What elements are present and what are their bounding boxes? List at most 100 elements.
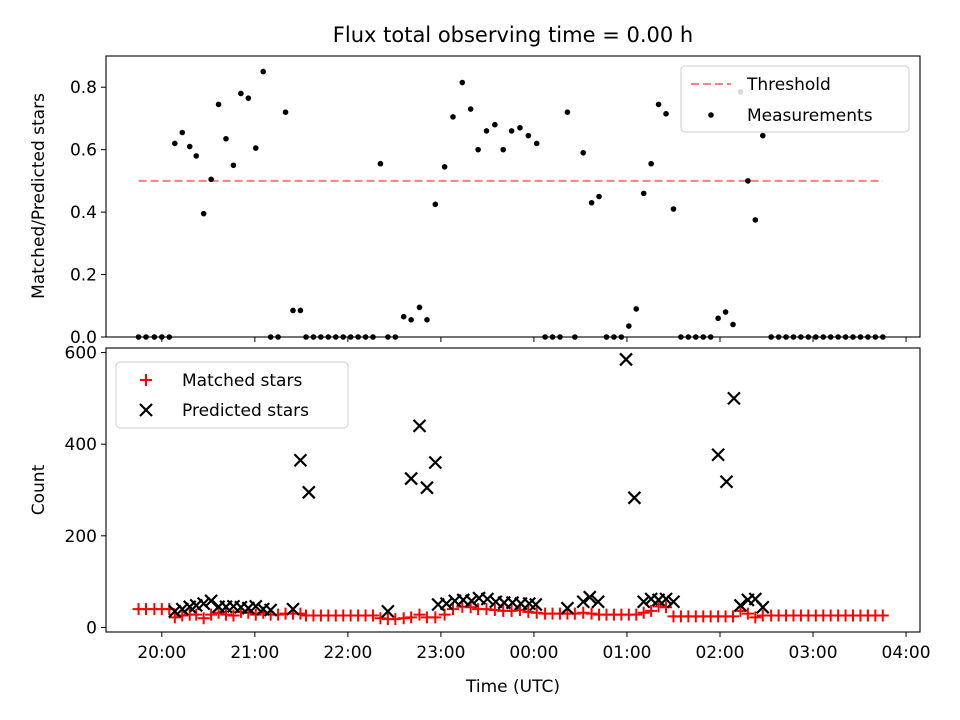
measurement-point (483, 128, 490, 134)
y-tick-label: 0 (86, 618, 97, 638)
x-tick-label: 04:00 (882, 643, 931, 663)
predicted-stars-point (619, 352, 633, 367)
measurement-point (310, 334, 317, 340)
measurement-point (557, 334, 563, 340)
measurement-point (722, 309, 729, 315)
measurement-point (267, 334, 274, 340)
measurement-point (783, 334, 789, 340)
y-axis-label: Matched/Predicted stars (29, 93, 49, 299)
matched-stars-point (249, 608, 262, 621)
legend-predicted-label: Predicted stars (182, 401, 309, 421)
predicted-stars-point (286, 602, 300, 616)
matched-stars-point (645, 604, 658, 617)
matched-stars-point (413, 608, 426, 621)
x-tick-label: 02:00 (695, 643, 744, 663)
measurement-point (693, 334, 699, 340)
measurement-point (260, 68, 267, 75)
y-tick-label: 200 (65, 527, 97, 547)
measurement-point (827, 334, 834, 340)
measurement-point (332, 334, 339, 340)
predicted-stars-point (666, 594, 681, 609)
matched-stars-point (876, 609, 889, 622)
predicted-stars-point (733, 598, 748, 613)
measurement-point (325, 334, 332, 340)
legend-measurements-swatch (708, 112, 714, 118)
predicted-stars-point (711, 447, 725, 462)
predicted-stars-point (293, 453, 308, 468)
measurement-point (865, 334, 871, 340)
measurement-point (252, 145, 259, 151)
predicted-stars-point (582, 590, 597, 604)
matched-stars-point (168, 611, 181, 624)
measurement-point (626, 323, 632, 329)
predicted-stars-point (636, 594, 651, 609)
measurement-point (872, 334, 879, 340)
predicted-stars-point (576, 594, 591, 609)
measurement-point (238, 90, 244, 97)
predicted-stars-point (381, 604, 395, 619)
predicted-stars-point (175, 602, 190, 616)
measurement-point (525, 132, 532, 139)
measurement-point (542, 334, 548, 340)
measurement-point (432, 201, 439, 208)
measurement-point (467, 106, 474, 112)
y-tick-label: 0.6 (70, 141, 97, 161)
matched-stars-point (227, 609, 240, 622)
measurement-point (857, 334, 864, 340)
measurement-point (424, 317, 430, 323)
measurement-point (416, 304, 423, 311)
predicted-stars-point (480, 592, 495, 606)
axes-frame (105, 347, 921, 633)
predicted-stars-point (756, 600, 770, 615)
predicted-stars-point (263, 603, 278, 617)
predicted-stars-point (464, 594, 479, 608)
predicted-stars-point (420, 480, 434, 495)
x-tick-label: 21:00 (230, 643, 279, 663)
measurement-point (572, 334, 578, 340)
x-tick-label: 00:00 (509, 643, 558, 663)
predicted-stars-point (719, 474, 734, 489)
measurement-point (670, 206, 677, 212)
measurement-point (842, 334, 849, 340)
measurement-point (508, 128, 515, 134)
measurement-point (648, 160, 654, 167)
measurement-point (450, 114, 456, 120)
measurement-point (588, 199, 595, 206)
measurement-point (166, 334, 173, 340)
y-tick-label: 0.2 (70, 266, 97, 286)
measurement-point (370, 334, 376, 340)
measurement-point (775, 334, 782, 340)
legend-measurements-label: Measurements (747, 106, 873, 126)
predicted-stars-point (428, 455, 443, 470)
measurement-point (640, 190, 647, 197)
measurement-point (564, 109, 571, 115)
x-tick-label: 23:00 (416, 643, 465, 663)
measurement-point (303, 334, 309, 340)
measurement-point (549, 334, 556, 340)
predicted-stars-point (727, 391, 741, 406)
predicted-stars-point (248, 599, 263, 614)
x-axis-label: Time (UTC) (465, 677, 560, 697)
predicted-stars-point (196, 596, 211, 611)
matched-stars-point (197, 612, 210, 625)
measurement-point (500, 146, 507, 153)
matched-stars-point (660, 601, 673, 614)
measurement-point (596, 193, 602, 200)
measurement-point (400, 313, 407, 320)
y-tick-label: 0.4 (70, 203, 97, 223)
measurement-point (798, 334, 804, 340)
measurement-point (611, 334, 617, 340)
top-panel: 0.0 0.2 0.4 0.6 0.8 Matched/Predicted stars Th… (29, 55, 921, 348)
measurement-point (633, 306, 640, 312)
measurement-point (377, 160, 384, 167)
measurement-point (223, 135, 229, 142)
measurement-point (459, 79, 466, 86)
measurement-point (215, 101, 222, 108)
matched-stars-point (749, 611, 762, 624)
predicted-stars-point (591, 594, 605, 609)
bottom-panel: 0 200 400 600 20:00 21:00 22:00 23:00 00:00 01:00… (29, 344, 931, 697)
axes-frame (105, 55, 921, 338)
legend-matched-label: Matched stars (182, 371, 302, 391)
x-tick-label: 03:00 (789, 643, 838, 663)
